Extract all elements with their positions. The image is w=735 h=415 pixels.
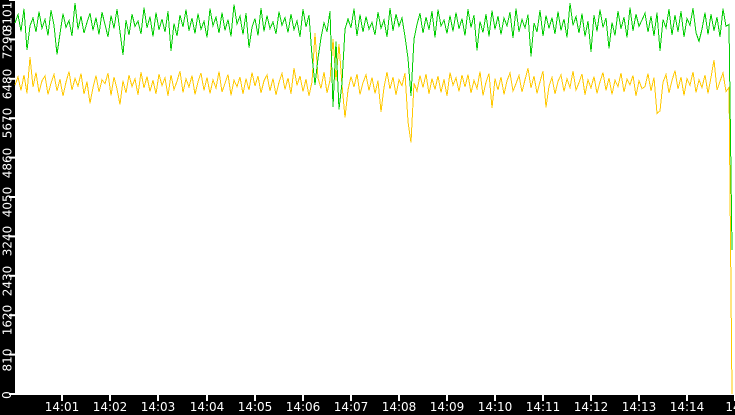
y-tick bbox=[9, 0, 15, 1]
y-tick bbox=[9, 353, 15, 356]
y-tick bbox=[9, 117, 15, 120]
x-tick-label: 14:14 bbox=[669, 400, 705, 414]
y-tick-label: 4050 bbox=[0, 186, 14, 218]
y-tick-label: 1620 bbox=[0, 304, 14, 336]
y-tick-label: 8101 bbox=[0, 1, 14, 32]
y-tick bbox=[9, 38, 15, 41]
y-tick-label: 810 bbox=[0, 348, 14, 372]
x-tick bbox=[590, 395, 592, 401]
y-tick bbox=[9, 314, 15, 317]
y-tick-label: 5670 bbox=[0, 107, 14, 139]
x-tick bbox=[254, 395, 256, 401]
x-tick bbox=[157, 395, 159, 401]
y-tick-label: 3240 bbox=[0, 226, 14, 257]
y-tick-label: 4860 bbox=[0, 147, 14, 178]
x-tick bbox=[109, 395, 111, 401]
y-tick bbox=[9, 196, 15, 198]
x-tick bbox=[494, 395, 496, 401]
series-yellow-line bbox=[14, 33, 733, 395]
x-tick-label: 14:05 bbox=[237, 400, 273, 414]
x-tick-label: 14:02 bbox=[92, 400, 128, 414]
x-tick-label: 14:09 bbox=[429, 400, 465, 414]
series-green-line bbox=[14, 2, 733, 251]
x-tick bbox=[398, 395, 400, 401]
x-tick bbox=[446, 395, 448, 401]
y-tick-label: 2430 bbox=[0, 265, 14, 297]
x-tick bbox=[542, 395, 544, 401]
y-tick-label: 6480 bbox=[0, 68, 14, 100]
y-tick bbox=[9, 393, 15, 395]
x-tick-label: 14:04 bbox=[189, 400, 225, 414]
x-tick-label: 14:08 bbox=[381, 400, 417, 414]
y-tick-label: 0 bbox=[0, 391, 14, 399]
x-tick-label: 14:01 bbox=[44, 400, 80, 414]
y-axis-band bbox=[0, 0, 15, 415]
x-tick-label: 14:07 bbox=[333, 400, 369, 414]
y-tick bbox=[9, 77, 15, 80]
x-tick bbox=[638, 395, 640, 401]
x-tick bbox=[302, 395, 304, 401]
x-tick-label: 14:11 bbox=[525, 400, 561, 414]
x-tick-label: 14:06 bbox=[285, 400, 321, 414]
x-tick-label: 14:10 bbox=[477, 400, 513, 414]
y-tick bbox=[9, 156, 15, 159]
x-tick-label: 14 bbox=[725, 400, 735, 414]
x-tick bbox=[686, 395, 688, 401]
y-tick bbox=[9, 235, 15, 238]
x-tick-label: 14:03 bbox=[140, 400, 176, 414]
x-tick bbox=[206, 395, 208, 401]
x-tick bbox=[350, 395, 352, 401]
x-tick-label: 14:12 bbox=[573, 400, 609, 414]
y-tick bbox=[9, 274, 15, 277]
x-axis-band bbox=[0, 395, 735, 415]
x-tick-label: 14:13 bbox=[621, 400, 657, 414]
x-tick bbox=[61, 395, 63, 401]
y-tick-label: 7290 bbox=[0, 29, 14, 60]
